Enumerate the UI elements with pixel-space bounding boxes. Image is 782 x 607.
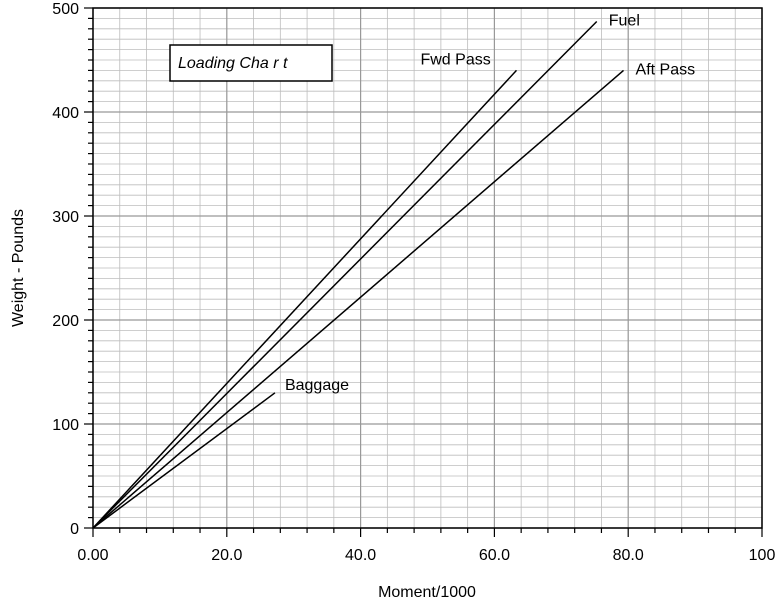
chart-title: Loading Cha r t bbox=[178, 55, 288, 72]
series-label-aft-pass: Aft Pass bbox=[636, 61, 696, 78]
grid bbox=[92, 7, 763, 529]
tick-labels: 0.00 20.0 40.0 60.0 80.0 100 0 100 200 300 400 500 bbox=[52, 1, 775, 564]
series-label-fuel: Fuel bbox=[609, 13, 640, 30]
x-tick-label: 40.0 bbox=[345, 547, 376, 564]
x-tick-label: 20.0 bbox=[211, 547, 242, 564]
y-tick-label: 500 bbox=[52, 1, 79, 18]
y-tick-label: 100 bbox=[52, 417, 79, 434]
series-label-fwd-pass: Fwd Pass bbox=[420, 51, 490, 68]
x-tick-label: 0.00 bbox=[77, 547, 108, 564]
series-labels: Fwd Pass Fuel Aft Pass Baggage bbox=[285, 13, 695, 394]
axes bbox=[84, 7, 763, 537]
y-tick-label: 0 bbox=[70, 521, 79, 538]
series-line-fuel bbox=[92, 20, 598, 529]
series-line-aft-pass bbox=[92, 69, 625, 529]
x-axis-label: Moment/1000 bbox=[378, 584, 476, 601]
y-axis-label: Weight - Pounds bbox=[10, 209, 27, 327]
series-line-baggage bbox=[92, 392, 276, 529]
series-line-fwd-pass bbox=[92, 69, 518, 529]
series-lines bbox=[92, 20, 625, 529]
y-tick-label: 200 bbox=[52, 313, 79, 330]
series-label-baggage: Baggage bbox=[285, 377, 349, 394]
x-tick-label: 80.0 bbox=[613, 547, 644, 564]
x-tick-label: 100 bbox=[749, 547, 776, 564]
chart-title-box: Loading Cha r t bbox=[169, 44, 333, 82]
x-tick-label: 60.0 bbox=[479, 547, 510, 564]
y-tick-label: 300 bbox=[52, 209, 79, 226]
y-tick-label: 400 bbox=[52, 105, 79, 122]
